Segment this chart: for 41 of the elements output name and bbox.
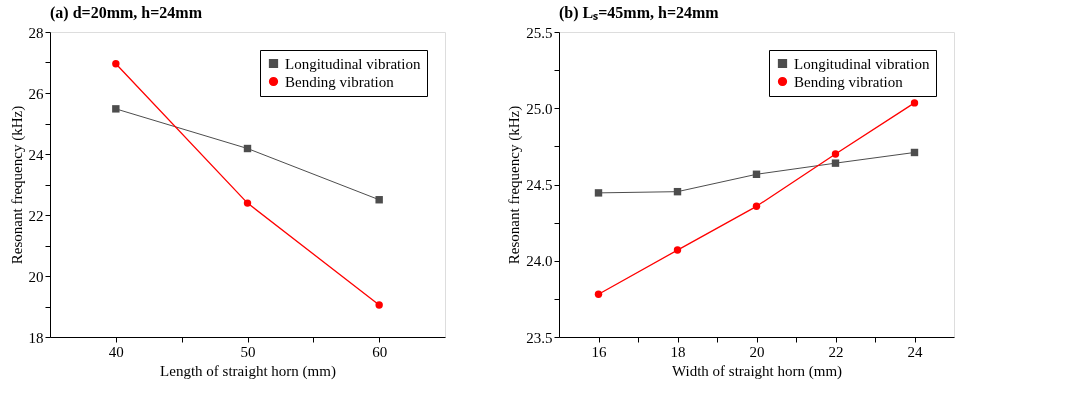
legend-label: Bending vibration [794,73,904,90]
point [910,99,919,107]
point [243,199,252,207]
legend-label: Longitudinal vibration [285,55,421,72]
point [831,159,840,167]
y-tick-label: 25.0 [526,100,553,117]
legend-label: Bending vibration [285,73,395,90]
y-tick-label: 24 [28,146,44,163]
y-tick-label: 18 [28,329,44,346]
y-tick-label: 24.0 [526,253,553,270]
y-tick-label: 23.5 [526,329,553,346]
chart-title: (b) Lₛ=45mm, h=24mm [559,4,720,22]
chart-title: (a) d=20mm, h=24mm [50,4,203,22]
point [375,301,383,309]
point [673,246,682,254]
x-tick-label: 50 [240,343,256,360]
x-tick-label: 60 [372,343,388,360]
x-axis-title: Width of straight horn (mm) [671,362,843,380]
y-tick-label: 22 [28,207,44,224]
y-axis-title: Resonant frequency (kHz) [8,105,26,265]
x-tick-label: 22 [828,343,844,360]
point [752,202,761,211]
legend-label: Longitudinal vibration [794,55,930,72]
y-tick-label: 28 [28,24,44,41]
y-tick-label: 20 [28,268,44,285]
y-tick-label: 24.5 [526,177,553,193]
point [831,150,840,158]
point [375,196,383,204]
y-tick-label: 25.5 [526,24,553,41]
x-tick-label: 16 [591,343,607,360]
point [112,60,120,68]
x-tick-label: 40 [108,343,124,360]
y-axis-title: Resonant frequency (kHz) [506,105,524,265]
x-axis-title: Length of straight horn (mm) [160,362,336,380]
x-tick-label: 20 [749,343,765,360]
y-tick-label: 26 [28,85,44,102]
point [112,105,120,113]
x-tick-label: 18 [670,343,686,360]
x-tick-label: 24 [907,343,923,360]
point [594,189,603,197]
point [594,290,603,298]
